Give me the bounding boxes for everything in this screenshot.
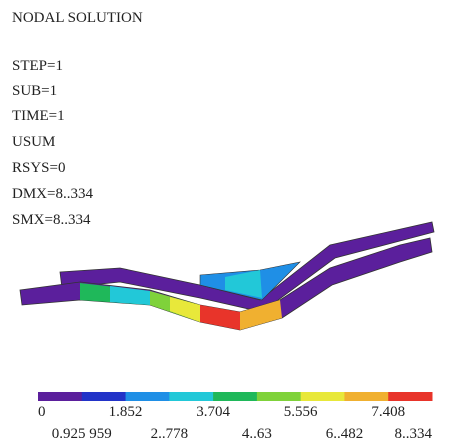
info-line: DMX=8..334 — [12, 186, 93, 202]
legend: 0 1.852 3.704 5.556 7.408 0.925 959 2..778 4..6… — [38, 392, 433, 442]
legend-label: 6..482 — [326, 426, 364, 442]
title: NODAL SOLUTION — [12, 10, 143, 26]
legend-label: 7.408 — [371, 404, 405, 420]
info-line: TIME=1 — [12, 108, 65, 124]
color-swatch — [213, 392, 257, 401]
legend-label: 5.556 — [284, 404, 318, 420]
info-line: STEP=1 — [12, 58, 63, 74]
info-line: RSYS=0 — [12, 160, 65, 176]
info-line: USUM — [12, 134, 55, 150]
beam-region — [110, 286, 150, 305]
color-swatch — [301, 392, 345, 401]
legend-label: 2..778 — [151, 426, 189, 442]
legend-label: 0 — [38, 404, 46, 420]
color-swatch — [344, 392, 388, 401]
color-swatch — [169, 392, 213, 401]
legend-label: 0.925 959 — [52, 426, 112, 442]
color-swatch — [257, 392, 301, 401]
legend-label: 8..334 — [395, 426, 433, 442]
legend-label: 4..63 — [242, 426, 272, 442]
color-swatch — [388, 392, 432, 401]
info-line: SMX=8..334 — [12, 212, 91, 228]
color-swatch — [82, 392, 126, 401]
info-line: SUB=1 — [12, 83, 57, 99]
deformed-model — [20, 222, 434, 330]
legend-label: 1.852 — [109, 404, 143, 420]
color-swatch — [38, 392, 82, 401]
screen: NODAL SOLUTION STEP=1 SUB=1 TIME=1 USUM … — [0, 0, 474, 445]
legend-label: 3.704 — [196, 404, 230, 420]
color-swatch — [126, 392, 170, 401]
